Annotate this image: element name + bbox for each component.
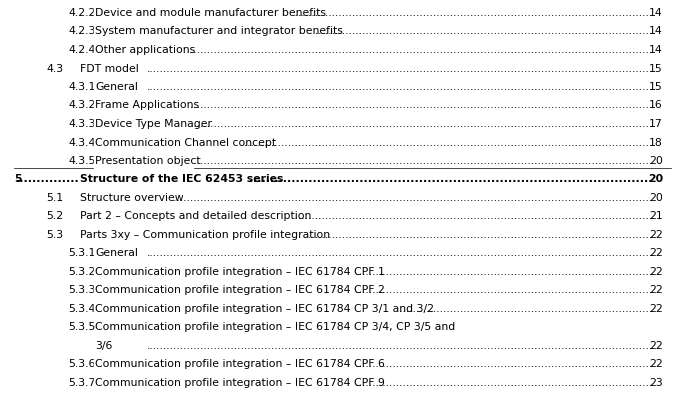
Text: 5.3.5: 5.3.5 bbox=[68, 322, 96, 332]
Text: 4.3.4: 4.3.4 bbox=[68, 137, 96, 147]
Text: 15: 15 bbox=[650, 82, 663, 92]
Text: 4.2.2: 4.2.2 bbox=[68, 8, 96, 18]
Text: Presentation object: Presentation object bbox=[95, 155, 201, 166]
Text: 5.3.7: 5.3.7 bbox=[68, 377, 96, 387]
Text: 22: 22 bbox=[650, 340, 663, 350]
Text: Part 2 – Concepts and detailed description: Part 2 – Concepts and detailed descripti… bbox=[80, 211, 311, 221]
Text: ................................................................................: ........................................… bbox=[146, 340, 653, 350]
Text: 4.3.3: 4.3.3 bbox=[68, 119, 96, 129]
Text: ................................................................................: ........................................… bbox=[16, 174, 653, 184]
Text: 14: 14 bbox=[650, 27, 663, 36]
Text: 22: 22 bbox=[650, 303, 663, 313]
Text: FDT model: FDT model bbox=[80, 63, 139, 73]
Text: ................................................................................: ........................................… bbox=[146, 82, 653, 92]
Text: 5.3.6: 5.3.6 bbox=[68, 359, 96, 369]
Text: ................................................................................: ........................................… bbox=[146, 229, 653, 239]
Text: Other applications: Other applications bbox=[95, 45, 195, 55]
Text: ................................................................................: ........................................… bbox=[146, 63, 653, 73]
Text: 22: 22 bbox=[650, 229, 663, 239]
Text: 4.2.3: 4.2.3 bbox=[68, 27, 96, 36]
Text: System manufacturer and integrator benefits: System manufacturer and integrator benef… bbox=[95, 27, 343, 36]
Text: Parts 3xy – Communication profile integration: Parts 3xy – Communication profile integr… bbox=[80, 229, 330, 239]
Text: 4.3.1: 4.3.1 bbox=[68, 82, 96, 92]
Text: ................................................................................: ........................................… bbox=[146, 8, 653, 18]
Text: 17: 17 bbox=[650, 119, 663, 129]
Text: 5: 5 bbox=[14, 174, 22, 184]
Text: Communication profile integration – IEC 61784 CP 3/1 and 3/2: Communication profile integration – IEC … bbox=[95, 303, 434, 313]
Text: Communication Channel concept: Communication Channel concept bbox=[95, 137, 276, 147]
Text: General: General bbox=[95, 248, 138, 258]
Text: 5.2: 5.2 bbox=[46, 211, 63, 221]
Text: 4.2.4: 4.2.4 bbox=[68, 45, 96, 55]
Text: ................................................................................: ........................................… bbox=[146, 303, 653, 313]
Text: 5.3.2: 5.3.2 bbox=[68, 266, 96, 276]
Text: ................................................................................: ........................................… bbox=[146, 285, 653, 295]
Text: ................................................................................: ........................................… bbox=[146, 359, 653, 369]
Text: 5.3.4: 5.3.4 bbox=[68, 303, 96, 313]
Text: 21: 21 bbox=[650, 211, 663, 221]
Text: ................................................................................: ........................................… bbox=[146, 45, 653, 55]
Text: 16: 16 bbox=[650, 100, 663, 110]
Text: 5.3.3: 5.3.3 bbox=[68, 285, 96, 295]
Text: 5.1: 5.1 bbox=[46, 193, 63, 202]
Text: 22: 22 bbox=[650, 248, 663, 258]
Text: ................................................................................: ........................................… bbox=[146, 377, 653, 387]
Text: General: General bbox=[95, 82, 138, 92]
Text: 4.3.2: 4.3.2 bbox=[68, 100, 96, 110]
Text: ................................................................................: ........................................… bbox=[146, 27, 653, 36]
Text: 14: 14 bbox=[650, 8, 663, 18]
Text: 5.3: 5.3 bbox=[46, 229, 63, 239]
Text: ................................................................................: ........................................… bbox=[146, 137, 653, 147]
Text: ................................................................................: ........................................… bbox=[146, 119, 653, 129]
Text: Communication profile integration – IEC 61784 CP 3/4, CP 3/5 and: Communication profile integration – IEC … bbox=[95, 322, 455, 332]
Text: Communication profile integration – IEC 61784 CPF 1: Communication profile integration – IEC … bbox=[95, 266, 385, 276]
Text: 15: 15 bbox=[650, 63, 663, 73]
Text: 5.3.1: 5.3.1 bbox=[68, 248, 96, 258]
Text: Device Type Manager: Device Type Manager bbox=[95, 119, 212, 129]
Text: 20: 20 bbox=[649, 193, 663, 202]
Text: 22: 22 bbox=[650, 285, 663, 295]
Text: Device and module manufacturer benefits: Device and module manufacturer benefits bbox=[95, 8, 326, 18]
Text: 3/6: 3/6 bbox=[95, 340, 113, 350]
Text: 22: 22 bbox=[650, 266, 663, 276]
Text: Frame Applications: Frame Applications bbox=[95, 100, 199, 110]
Text: ................................................................................: ........................................… bbox=[146, 211, 653, 221]
Text: 23: 23 bbox=[650, 377, 663, 387]
Text: 4.3.5: 4.3.5 bbox=[68, 155, 96, 166]
Text: 22: 22 bbox=[650, 359, 663, 369]
Text: ................................................................................: ........................................… bbox=[146, 193, 653, 202]
Text: ................................................................................: ........................................… bbox=[146, 155, 653, 166]
Text: Communication profile integration – IEC 61784 CPF 2: Communication profile integration – IEC … bbox=[95, 285, 385, 295]
Text: ................................................................................: ........................................… bbox=[146, 100, 653, 110]
Text: 20: 20 bbox=[648, 174, 663, 184]
Text: 20: 20 bbox=[649, 155, 663, 166]
Text: ................................................................................: ........................................… bbox=[146, 248, 653, 258]
Text: 14: 14 bbox=[650, 45, 663, 55]
Text: 18: 18 bbox=[650, 137, 663, 147]
Text: Communication profile integration – IEC 61784 CPF 9: Communication profile integration – IEC … bbox=[95, 377, 385, 387]
Text: Communication profile integration – IEC 61784 CPF 6: Communication profile integration – IEC … bbox=[95, 359, 385, 369]
Text: Structure of the IEC 62453 series: Structure of the IEC 62453 series bbox=[80, 174, 283, 184]
Text: Structure overview: Structure overview bbox=[80, 193, 184, 202]
Text: ................................................................................: ........................................… bbox=[146, 266, 653, 276]
Text: 4.3: 4.3 bbox=[46, 63, 63, 73]
